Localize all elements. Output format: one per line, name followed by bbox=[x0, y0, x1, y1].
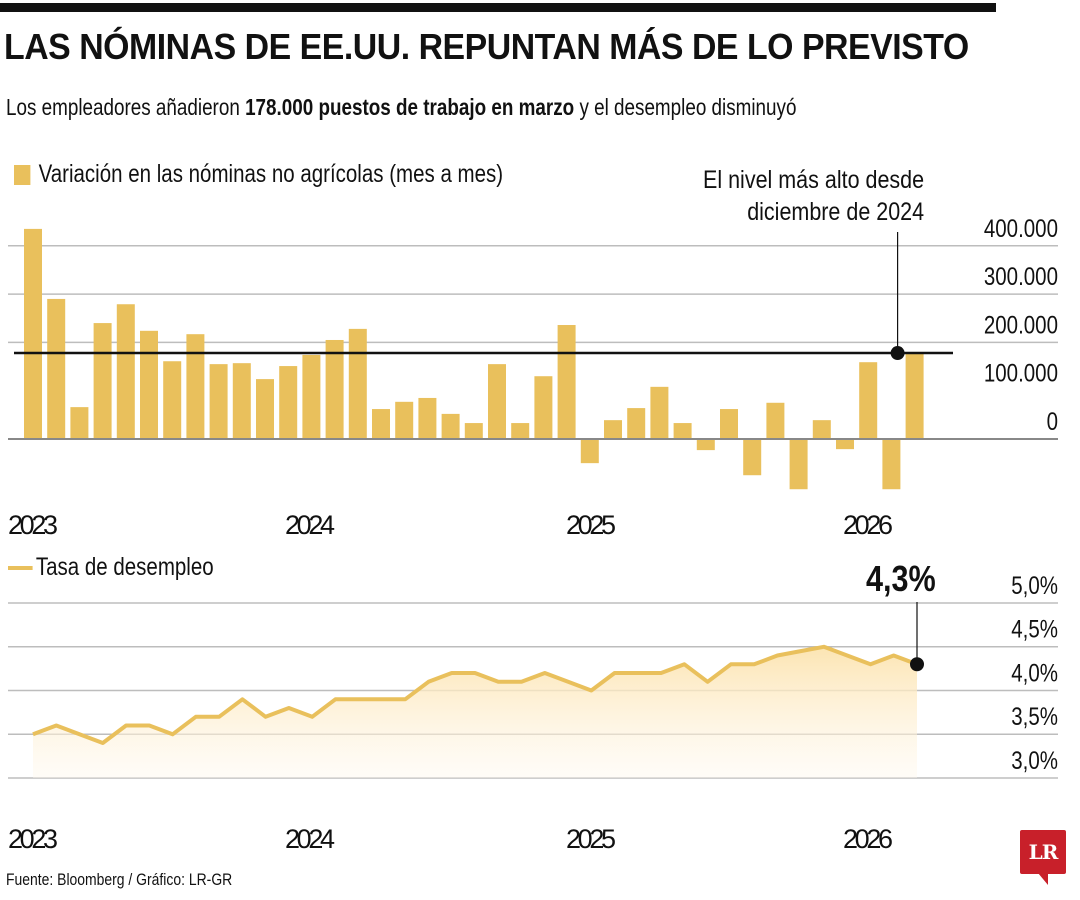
bar bbox=[905, 353, 924, 439]
bar-x-tick-label: 2026 bbox=[843, 510, 893, 540]
source-note: Fuente: Bloomberg / Gráfico: LR-GR bbox=[6, 870, 233, 889]
bar bbox=[488, 364, 506, 439]
chart-title: LAS NÓMINAS DE EE.UU. REPUNTAN MÁS DE LO… bbox=[4, 26, 969, 67]
bar bbox=[789, 439, 808, 490]
bar-annotation: El nivel más alto desde diciembre de 202… bbox=[703, 164, 924, 228]
bar bbox=[348, 328, 367, 439]
line-legend-swatch bbox=[8, 565, 33, 570]
chart-subtitle: Los empleadores añadieron 178.000 puesto… bbox=[6, 94, 796, 121]
bar-legend-swatch bbox=[14, 164, 31, 185]
line-legend-label: Tasa de desempleo bbox=[35, 553, 214, 581]
line-y-tick-label: 4,5% bbox=[1011, 615, 1058, 643]
bar bbox=[209, 364, 228, 439]
bar bbox=[650, 386, 669, 439]
bar bbox=[256, 379, 274, 439]
line-y-tick-label: 3,0% bbox=[1011, 746, 1058, 774]
subtitle-text-post: y el desempleo disminuyó bbox=[574, 94, 797, 120]
bar bbox=[232, 363, 251, 439]
bar bbox=[418, 397, 437, 439]
bar bbox=[372, 409, 390, 439]
line-x-tick-label: 2024 bbox=[285, 824, 335, 854]
bar bbox=[534, 376, 553, 439]
bar-annotation-line2: diciembre de 2024 bbox=[747, 198, 924, 226]
bar bbox=[395, 401, 414, 439]
bar bbox=[116, 304, 135, 439]
bar bbox=[302, 354, 321, 439]
bar bbox=[93, 323, 112, 439]
bar-y-tick-label: 400.000 bbox=[984, 214, 1058, 242]
bar bbox=[812, 420, 831, 439]
bar bbox=[70, 407, 89, 439]
bar bbox=[604, 420, 622, 439]
subtitle-text-pre: Los empleadores añadieron bbox=[6, 94, 246, 120]
bar-annotation-line1: El nivel más alto desde bbox=[702, 166, 924, 194]
line-x-tick-label: 2023 bbox=[8, 824, 58, 854]
bar bbox=[627, 408, 646, 439]
bar bbox=[325, 339, 344, 439]
bar bbox=[580, 439, 599, 464]
bar-y-tick-label: 300.000 bbox=[984, 262, 1058, 290]
line-chart: 5,0% 4,5% 4,0% 3,5% 3,0% 2023 2024 2025 2026 bbox=[8, 571, 1058, 854]
bar bbox=[441, 413, 460, 439]
line-y-tick-label: 3,5% bbox=[1011, 702, 1058, 730]
line-y-tick-label: 5,0% bbox=[1011, 571, 1058, 599]
bar bbox=[836, 439, 854, 450]
bar bbox=[464, 423, 483, 439]
bar-y-tick-label: 0 bbox=[1047, 407, 1058, 435]
annotation-dot bbox=[890, 346, 905, 361]
bar bbox=[743, 439, 762, 476]
bar-x-tick-label: 2025 bbox=[566, 510, 616, 540]
bar bbox=[720, 409, 738, 439]
bar bbox=[24, 228, 42, 439]
lr-logo-tail bbox=[1038, 873, 1048, 885]
bar-legend-label: Variación en las nóminas no agrícolas (m… bbox=[38, 160, 504, 188]
bar bbox=[557, 325, 576, 439]
bar bbox=[673, 423, 692, 439]
bar-y-tick-label: 200.000 bbox=[984, 310, 1058, 338]
bar-legend: Variación en las nóminas no agrícolas (m… bbox=[14, 160, 503, 189]
lr-logo-text: LR bbox=[1020, 830, 1066, 874]
line-x-tick-label: 2026 bbox=[843, 824, 893, 854]
bar bbox=[511, 423, 530, 439]
bar bbox=[186, 334, 205, 439]
bar bbox=[882, 439, 901, 490]
line-legend: Tasa de desempleo bbox=[8, 553, 214, 582]
line-y-tick-label: 4,0% bbox=[1011, 659, 1058, 687]
bar-y-tick-label: 100.000 bbox=[984, 359, 1058, 387]
bar-x-tick-label: 2023 bbox=[8, 510, 58, 540]
bar bbox=[47, 298, 66, 439]
bar bbox=[859, 362, 878, 439]
bar bbox=[766, 402, 785, 439]
bar bbox=[163, 361, 182, 439]
lr-logo: LR bbox=[1020, 830, 1066, 885]
line-x-tick-label: 2025 bbox=[566, 824, 616, 854]
bar bbox=[279, 366, 298, 439]
line-annotation-dot bbox=[910, 657, 924, 672]
unemployment-area bbox=[33, 646, 917, 778]
top-rule bbox=[0, 3, 996, 12]
bar-chart: 400.000 300.000 200.000 100.000 0 2023 2024 202… bbox=[8, 214, 1058, 540]
bar bbox=[696, 439, 715, 451]
subtitle-highlight: 178.000 puestos de trabajo en marzo bbox=[245, 94, 575, 120]
bar-x-tick-label: 2024 bbox=[285, 510, 335, 540]
bar bbox=[140, 330, 158, 439]
line-annotation: 4,3% bbox=[866, 558, 936, 599]
